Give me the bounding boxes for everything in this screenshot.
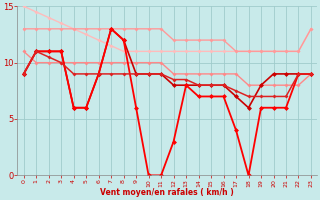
X-axis label: Vent moyen/en rafales ( km/h ): Vent moyen/en rafales ( km/h ) <box>100 188 234 197</box>
